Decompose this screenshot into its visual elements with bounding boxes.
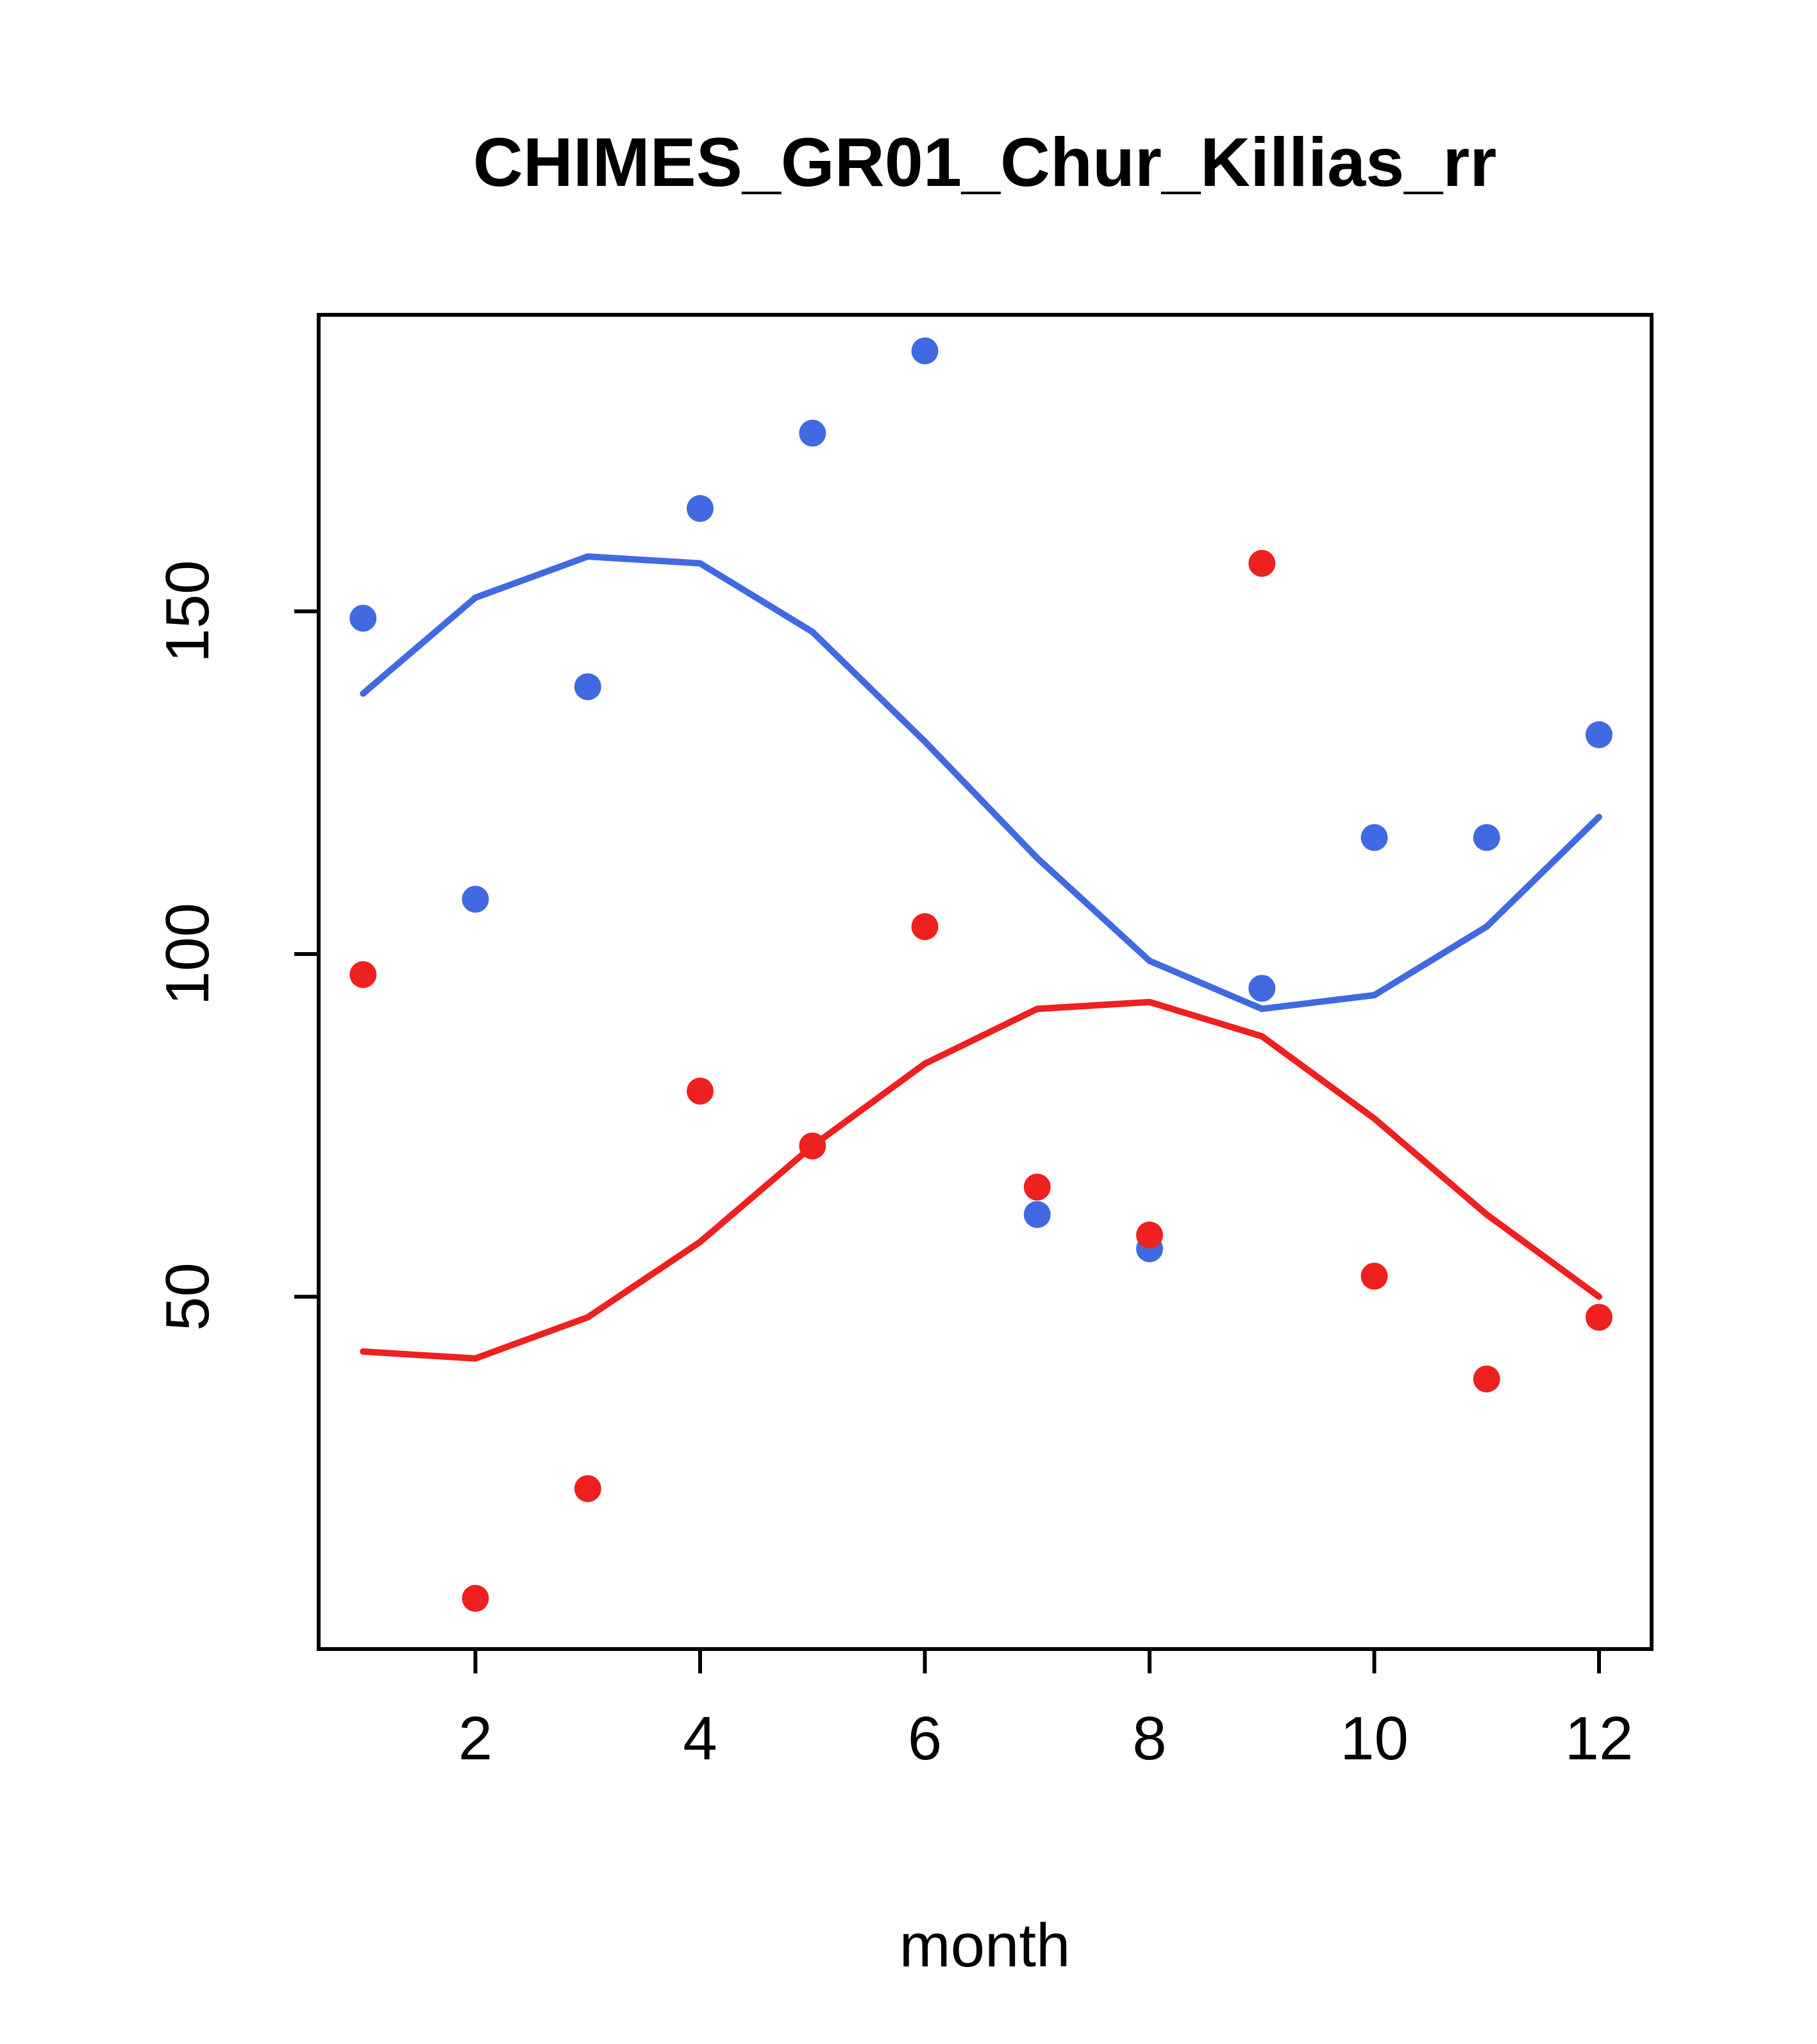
blue-smooth-line [360, 553, 1602, 1012]
blue-points-marker [1473, 824, 1500, 851]
red-points-marker [1586, 1303, 1612, 1331]
red-points-marker [687, 1077, 714, 1105]
x-axis-title: month [900, 1911, 1071, 1980]
blue-points-marker [911, 337, 939, 365]
blue-points-marker [574, 673, 601, 701]
y-tick-label: 150 [153, 560, 222, 662]
blue-points-marker [462, 885, 489, 913]
x-tick-label: 12 [1565, 1704, 1634, 1773]
blue-points-marker [1248, 975, 1276, 1002]
chart-title: CHIMES_GR01_Chur_Killias_rr [473, 123, 1497, 201]
plot-area: 2 4 6 8 10 12 50 100 150 [153, 313, 1654, 1773]
red-smooth-line [360, 998, 1602, 1362]
blue-points-marker [687, 495, 714, 523]
y-tick-label: 50 [153, 1262, 222, 1331]
y-tick-label: 100 [153, 903, 222, 1005]
red-points-marker [911, 913, 939, 941]
blue-points-marker [1586, 721, 1612, 748]
blue-points-marker [1361, 824, 1388, 851]
blue-points-marker [1023, 1201, 1051, 1228]
red-points-marker [1136, 1221, 1163, 1249]
red-points-marker [462, 1584, 489, 1612]
blue-points-marker [349, 605, 377, 632]
red-points-marker [1361, 1262, 1388, 1290]
x-tick-label: 2 [458, 1704, 492, 1773]
x-tick-label: 4 [683, 1704, 717, 1773]
red-points-marker [1248, 549, 1276, 577]
red-points-marker [1473, 1365, 1500, 1393]
red-points-marker [574, 1475, 601, 1502]
red-points-marker [1023, 1173, 1051, 1201]
x-tick-label: 10 [1340, 1704, 1409, 1773]
x-tick-label: 8 [1132, 1704, 1166, 1773]
x-tick-label: 6 [908, 1704, 942, 1773]
plot-frame [317, 313, 1654, 1651]
blue-points-marker [799, 419, 826, 447]
red-points-marker [349, 961, 377, 989]
